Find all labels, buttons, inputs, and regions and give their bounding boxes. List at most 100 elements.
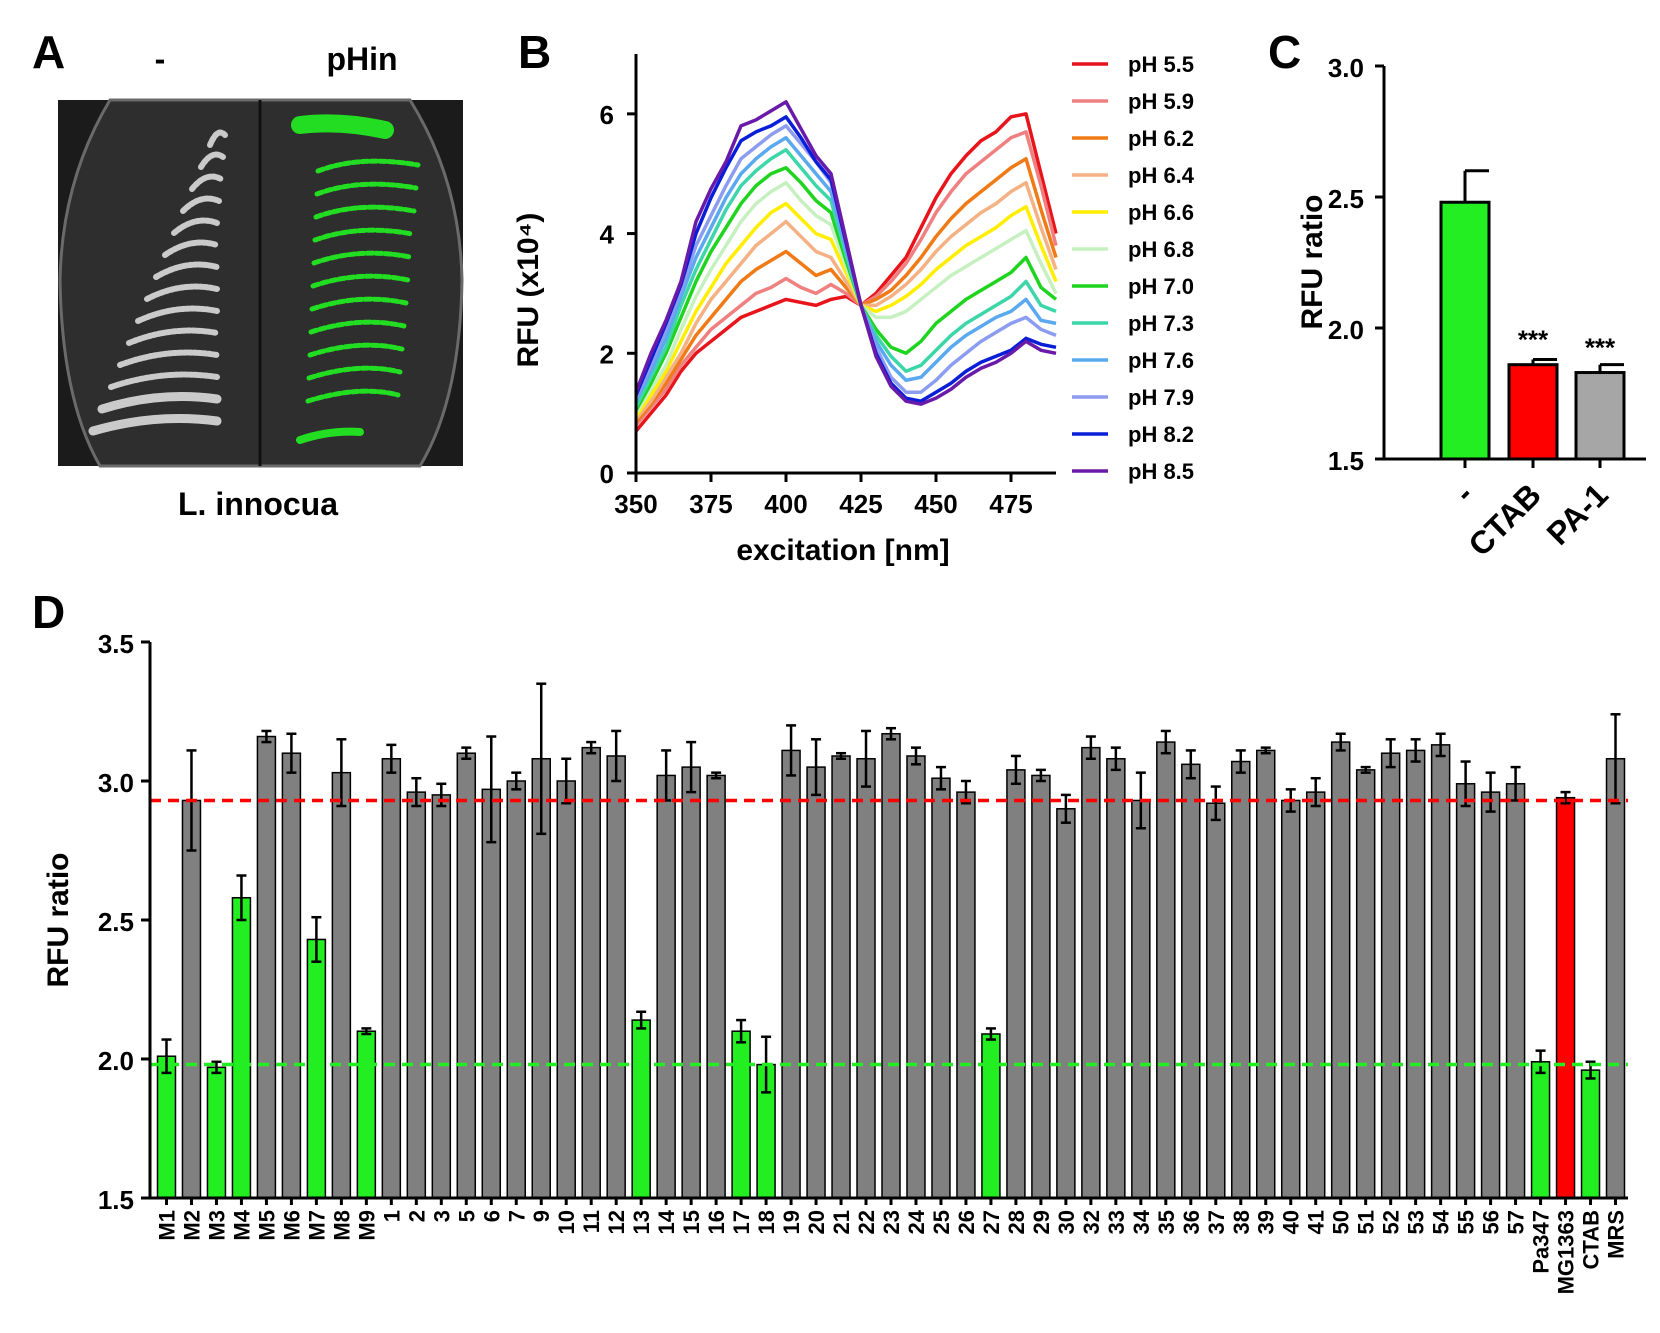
panel-c-bar-2 [1574,371,1626,461]
plate-streak-left [126,327,220,346]
panel-d-bar [806,766,826,1199]
panel-d-bar [1355,769,1376,1199]
panel-d-bar [1006,769,1026,1199]
plate-streak-left [135,305,220,324]
panel-d-x-tick-label: 9 [529,1210,554,1222]
panel-d-bars: M1 M2 M3 M4 M5 M6 M7 M8 M9 1 2 3 5 6 7 9 10 11 12 13 14 15 16 1… [98,629,1629,1294]
series-line-pH-6.8 [634,180,1058,415]
legend-label: pH 8.5 [1128,459,1194,484]
legend-label: pH 6.8 [1128,237,1194,262]
panel-d-x-tick-label: 5 [454,1210,479,1222]
legend-label: pH 5.5 [1128,52,1194,77]
panel-d-x-tick-label: 24 [904,1209,929,1234]
panel-d-x-tick-label: 25 [929,1210,954,1234]
panel-d-bar [1056,808,1076,1199]
panel-d-bar [1305,791,1326,1199]
plate-streak-left [171,217,220,236]
panel-d-x-tick-label: M5 [254,1210,279,1241]
legend-label: pH 5.9 [1128,89,1194,114]
panel-d-bar [1106,758,1126,1199]
panel-d-label: D [32,586,65,638]
panel-d-x-tick-label: 11 [579,1210,604,1233]
panel-d-x-tick-label: CTAB [1579,1210,1604,1269]
plate-streak-right [310,273,411,289]
panel-c-x-tick-label: - [1447,476,1480,509]
panel-d-bar [956,791,976,1199]
panel-d-x-tick-label: 17 [729,1210,754,1234]
panel-d-x-tick-label: M8 [329,1210,354,1241]
panel-b-y-tick-label: 6 [600,100,614,130]
panel-d-bar [1330,741,1351,1199]
panel-d-x-tick-label: M7 [304,1210,329,1241]
panel-d-bar [506,780,526,1199]
legend-label: pH 8.2 [1128,422,1194,447]
panel-d-bar [706,774,726,1199]
panel-d-x-tick-label: 12 [604,1210,629,1234]
panel-c-y-tick-label: 1.5 [1328,446,1364,476]
plate-streak-right [307,342,405,358]
panel-c-x-tick-label: PA-1 [1540,476,1615,551]
panel-b-x-tick-label: 350 [614,489,657,519]
plate-streak-right [315,158,421,174]
panel-d-bar [331,771,352,1199]
series-line-pH-5.9 [634,130,1058,427]
panel-d-x-tick-label: 41 [1304,1210,1329,1234]
panel-c-significance: *** [1518,325,1549,355]
panel-d-x-tick-label: M4 [229,1209,254,1240]
panel-d-bar [781,749,801,1199]
panel-b-y-tick-label: 2 [600,339,614,369]
plate-streak-left [180,195,222,214]
panel-d-bar [281,752,302,1199]
panel-d-x-tick-label: 35 [1154,1210,1179,1234]
panel-d-x-tick-label: 22 [854,1210,879,1234]
panel-b-y-tick-label: 0 [600,459,614,489]
panel-d-bar [1181,763,1201,1199]
panel-d-x-tick-label: 3 [429,1210,454,1222]
panel-a-left-label: - [155,41,166,77]
panel-d-x-tick-label: 33 [1104,1210,1129,1234]
plate-streak-right [314,181,419,197]
panel-d-x-tick-label: 50 [1329,1210,1354,1234]
panel-d-x-tick-label: 37 [1204,1210,1229,1234]
panel-d-x-tick-label: 16 [704,1210,729,1234]
panel-a-label: A [32,26,65,78]
panel-d-x-tick-label: Pa347 [1529,1210,1554,1274]
panel-b-x-tick-label: 400 [764,489,807,519]
panel-c-y-tick-label: 3.0 [1328,53,1364,83]
panel-d-x-tick-label: 1 [379,1210,404,1222]
panel-d-bar [1505,783,1526,1199]
panel-d-x-tick-label: 36 [1179,1210,1204,1234]
panel-c-y-tick-label: 2.0 [1328,315,1364,345]
legend-label: pH 7.6 [1128,348,1194,373]
panel-c-y-tick-label: 2.5 [1328,184,1364,214]
legend-label: pH 6.6 [1128,200,1194,225]
panel-d-y-tick-label: 2.5 [98,907,134,937]
panel-d-x-tick-label: 56 [1479,1210,1504,1234]
series-line-pH-8.5 [634,100,1057,406]
plate-streak-left [207,129,228,148]
legend-label: pH 7.0 [1128,274,1194,299]
panel-d-bar [1231,760,1251,1199]
panel-d-bar [656,774,676,1199]
panel-b-x-axis-label: excitation [nm] [736,534,949,567]
series-line-pH-5.5 [634,112,1058,433]
panel-d-bar [1031,774,1051,1199]
panel-c-y-axis-label: RFU ratio [1296,195,1329,330]
panel-d-x-tick-label: 28 [1004,1210,1029,1234]
panel-d-bar [606,755,626,1199]
legend-label: pH 7.9 [1128,385,1194,410]
panel-d-bar [381,758,402,1199]
panel-d-bar [581,746,601,1199]
panel-d-x-tick-label: M6 [279,1210,304,1241]
panel-d-x-tick-label: 18 [754,1210,779,1234]
panel-b-x-tick-label: 475 [989,489,1032,519]
panel-c: C - *** CTAB *** PA-1 1.5 2.0 2.5 3.0 RFU ratio [1268,26,1646,563]
panel-d-x-tick-label: 27 [979,1210,1004,1234]
panel-c-significance: *** [1585,333,1616,363]
panel-b-axes: 350 375 400 425 450 475 0 2 4 6 [600,54,1056,519]
panel-d-bar [1380,752,1401,1199]
legend-label: pH 7.3 [1128,311,1194,336]
panel-d-x-tick-label: 6 [479,1210,504,1222]
